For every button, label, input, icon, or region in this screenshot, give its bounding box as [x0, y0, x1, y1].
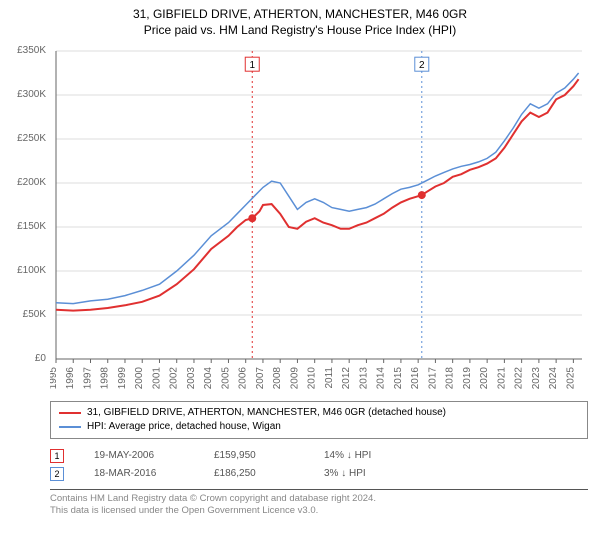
- svg-text:1996: 1996: [65, 366, 76, 389]
- marker-price: £186,250: [214, 468, 294, 479]
- svg-text:2025: 2025: [565, 366, 576, 389]
- svg-text:2023: 2023: [531, 366, 542, 389]
- y-tick-label: £150K: [17, 221, 46, 232]
- svg-text:2001: 2001: [151, 366, 162, 389]
- y-tick-label: £300K: [17, 89, 46, 100]
- footer-line1: Contains HM Land Registry data © Crown c…: [50, 493, 588, 505]
- legend-item: 31, GIBFIELD DRIVE, ATHERTON, MANCHESTER…: [59, 406, 579, 420]
- marker-delta: 3% ↓ HPI: [324, 468, 366, 479]
- marker-id-box: 2: [50, 467, 64, 481]
- svg-text:2000: 2000: [134, 366, 145, 389]
- svg-text:2008: 2008: [272, 366, 283, 389]
- y-tick-label: £250K: [17, 133, 46, 144]
- legend-label: 31, GIBFIELD DRIVE, ATHERTON, MANCHESTER…: [87, 406, 446, 420]
- svg-text:2012: 2012: [341, 366, 352, 389]
- svg-text:2003: 2003: [186, 366, 197, 389]
- svg-text:1998: 1998: [100, 366, 111, 389]
- y-tick-label: £350K: [17, 45, 46, 56]
- svg-text:2: 2: [419, 60, 425, 71]
- svg-text:2014: 2014: [376, 366, 387, 389]
- svg-text:2013: 2013: [358, 366, 369, 389]
- chart-svg: 1995 1996 1997 1998 1999 2000 2001 2002 2003 2004…: [50, 45, 588, 395]
- legend-item: HPI: Average price, detached house, Wiga…: [59, 420, 579, 434]
- marker-date: 18-MAR-2016: [94, 468, 184, 479]
- svg-text:2015: 2015: [393, 366, 404, 389]
- svg-text:1997: 1997: [82, 366, 93, 389]
- legend: 31, GIBFIELD DRIVE, ATHERTON, MANCHESTER…: [50, 401, 588, 439]
- y-tick-label: £100K: [17, 265, 46, 276]
- marker-row: 1 19-MAY-2006 £159,950 14% ↓ HPI: [50, 447, 588, 465]
- chart-subtitle: Price paid vs. HM Land Registry's House …: [0, 23, 600, 41]
- marker-price: £159,950: [214, 450, 294, 461]
- page: 31, GIBFIELD DRIVE, ATHERTON, MANCHESTER…: [0, 0, 600, 560]
- svg-text:2018: 2018: [445, 366, 456, 389]
- svg-text:2019: 2019: [462, 366, 473, 389]
- svg-text:1: 1: [249, 60, 255, 71]
- svg-text:1999: 1999: [117, 366, 128, 389]
- svg-text:2017: 2017: [427, 366, 438, 389]
- svg-text:2007: 2007: [255, 366, 266, 389]
- marker-table: 1 19-MAY-2006 £159,950 14% ↓ HPI 2 18-MAR-201…: [50, 447, 588, 483]
- svg-text:2020: 2020: [479, 366, 490, 389]
- chart: 1995 1996 1997 1998 1999 2000 2001 2002 2003 2004…: [50, 45, 588, 395]
- svg-text:2016: 2016: [410, 366, 421, 389]
- svg-text:2002: 2002: [169, 366, 180, 389]
- footer: Contains HM Land Registry data © Crown c…: [50, 489, 588, 518]
- svg-text:2010: 2010: [307, 366, 318, 389]
- legend-label: HPI: Average price, detached house, Wiga…: [87, 420, 281, 434]
- y-tick-label: £200K: [17, 177, 46, 188]
- svg-text:2021: 2021: [496, 366, 507, 389]
- marker-id-box: 1: [50, 449, 64, 463]
- svg-text:2022: 2022: [514, 366, 525, 389]
- svg-text:2004: 2004: [203, 366, 214, 389]
- y-tick-label: £0: [35, 353, 46, 364]
- svg-text:2009: 2009: [289, 366, 300, 389]
- marker-date: 19-MAY-2006: [94, 450, 184, 461]
- marker-row: 2 18-MAR-2016 £186,250 3% ↓ HPI: [50, 465, 588, 483]
- marker-delta: 14% ↓ HPI: [324, 450, 371, 461]
- svg-text:2024: 2024: [548, 366, 559, 389]
- y-tick-label: £50K: [23, 309, 46, 320]
- svg-text:2006: 2006: [238, 366, 249, 389]
- legend-swatch: [59, 412, 81, 414]
- svg-text:2011: 2011: [324, 366, 335, 388]
- footer-line2: This data is licensed under the Open Gov…: [50, 505, 588, 517]
- chart-title: 31, GIBFIELD DRIVE, ATHERTON, MANCHESTER…: [0, 0, 600, 23]
- legend-swatch: [59, 426, 81, 428]
- svg-text:2005: 2005: [220, 366, 231, 389]
- svg-text:1995: 1995: [50, 366, 59, 389]
